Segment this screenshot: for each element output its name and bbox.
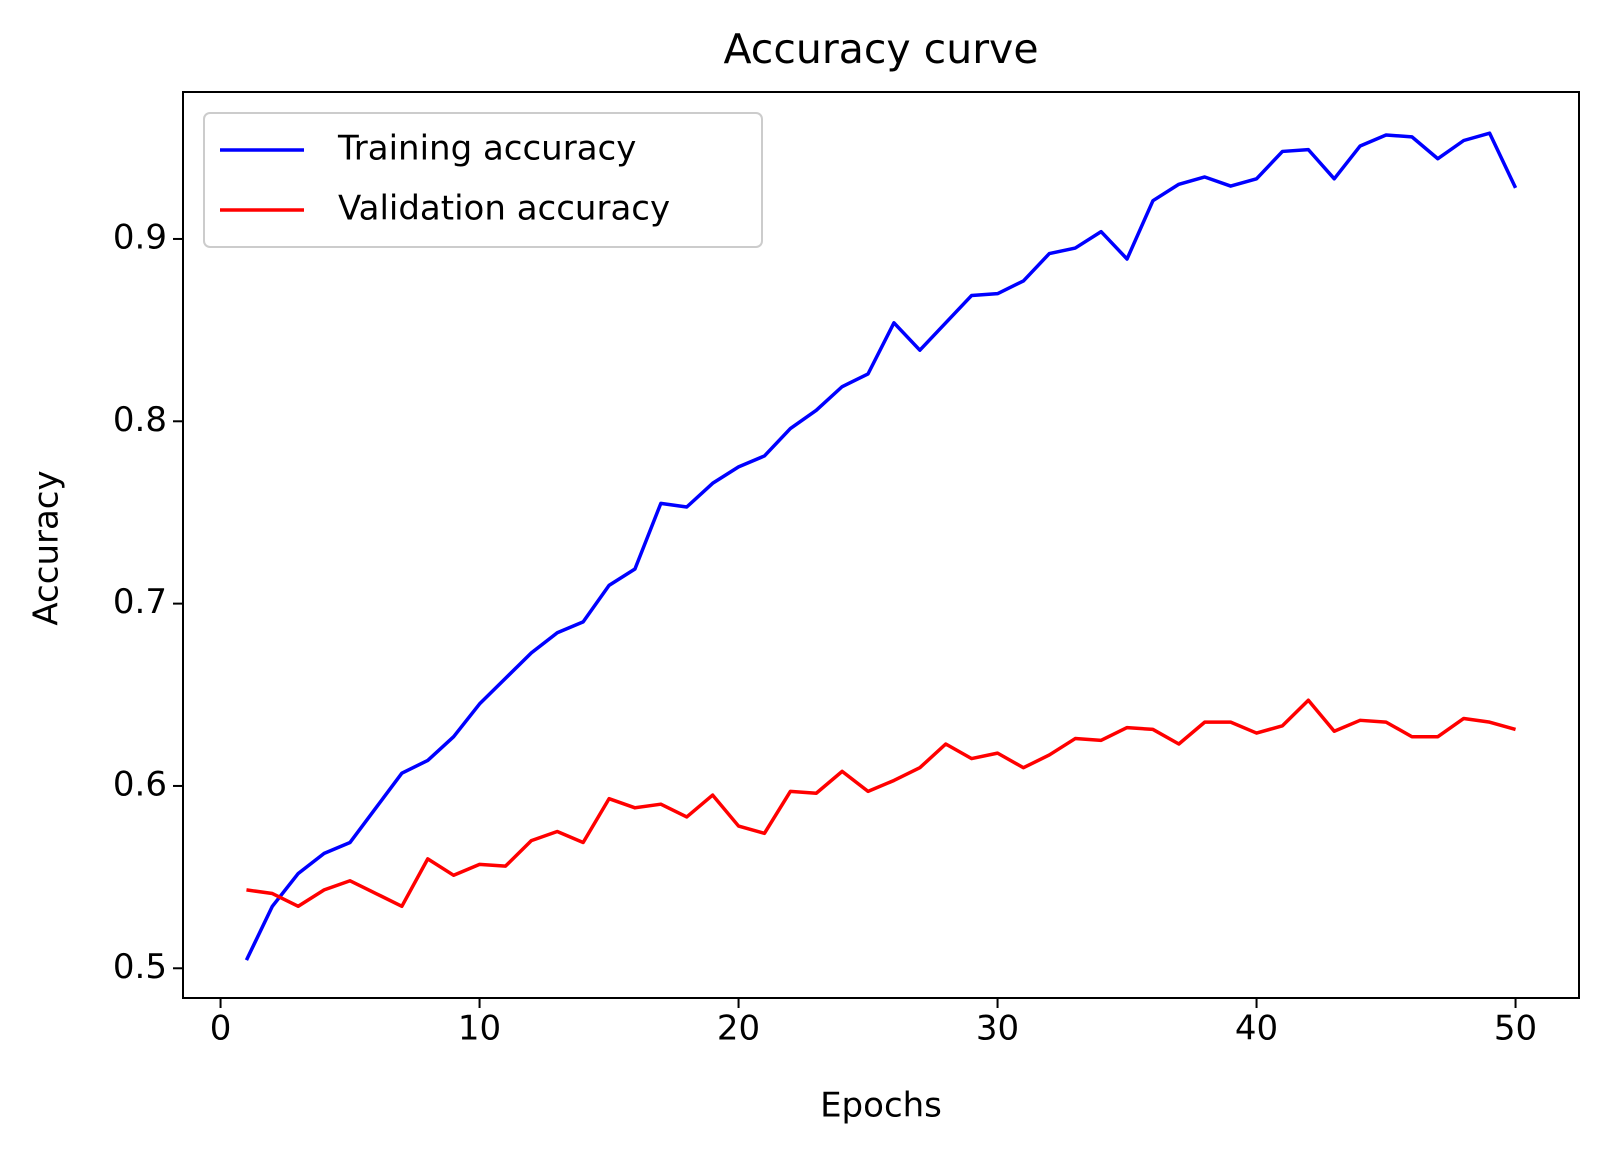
y-tick-label: 0.6	[113, 764, 167, 804]
data-line	[244, 131, 1518, 961]
legend-label: Validation accuracy	[338, 189, 670, 229]
y-tick-label: 0.5	[113, 947, 167, 987]
x-tick-label: 20	[717, 1009, 760, 1049]
data-line	[246, 698, 1517, 909]
x-tick-label: 0	[210, 1009, 232, 1049]
y-axis-label: Accuracy	[27, 470, 67, 625]
x-tick-label: 50	[1494, 1009, 1537, 1049]
plot-frame	[182, 91, 1580, 999]
y-tick-label: 0.8	[113, 400, 167, 440]
x-axis-label: Epochs	[820, 1086, 942, 1126]
y-tick-label: 0.9	[113, 217, 167, 257]
legend-box	[203, 112, 763, 248]
x-tick-label: 10	[458, 1009, 501, 1049]
chart-title: Accuracy curve	[723, 25, 1038, 73]
y-tick-label: 0.7	[113, 582, 167, 622]
legend-label: Training accuracy	[337, 129, 636, 169]
x-tick-label: 40	[1235, 1009, 1278, 1049]
x-tick-label: 30	[976, 1009, 1019, 1049]
